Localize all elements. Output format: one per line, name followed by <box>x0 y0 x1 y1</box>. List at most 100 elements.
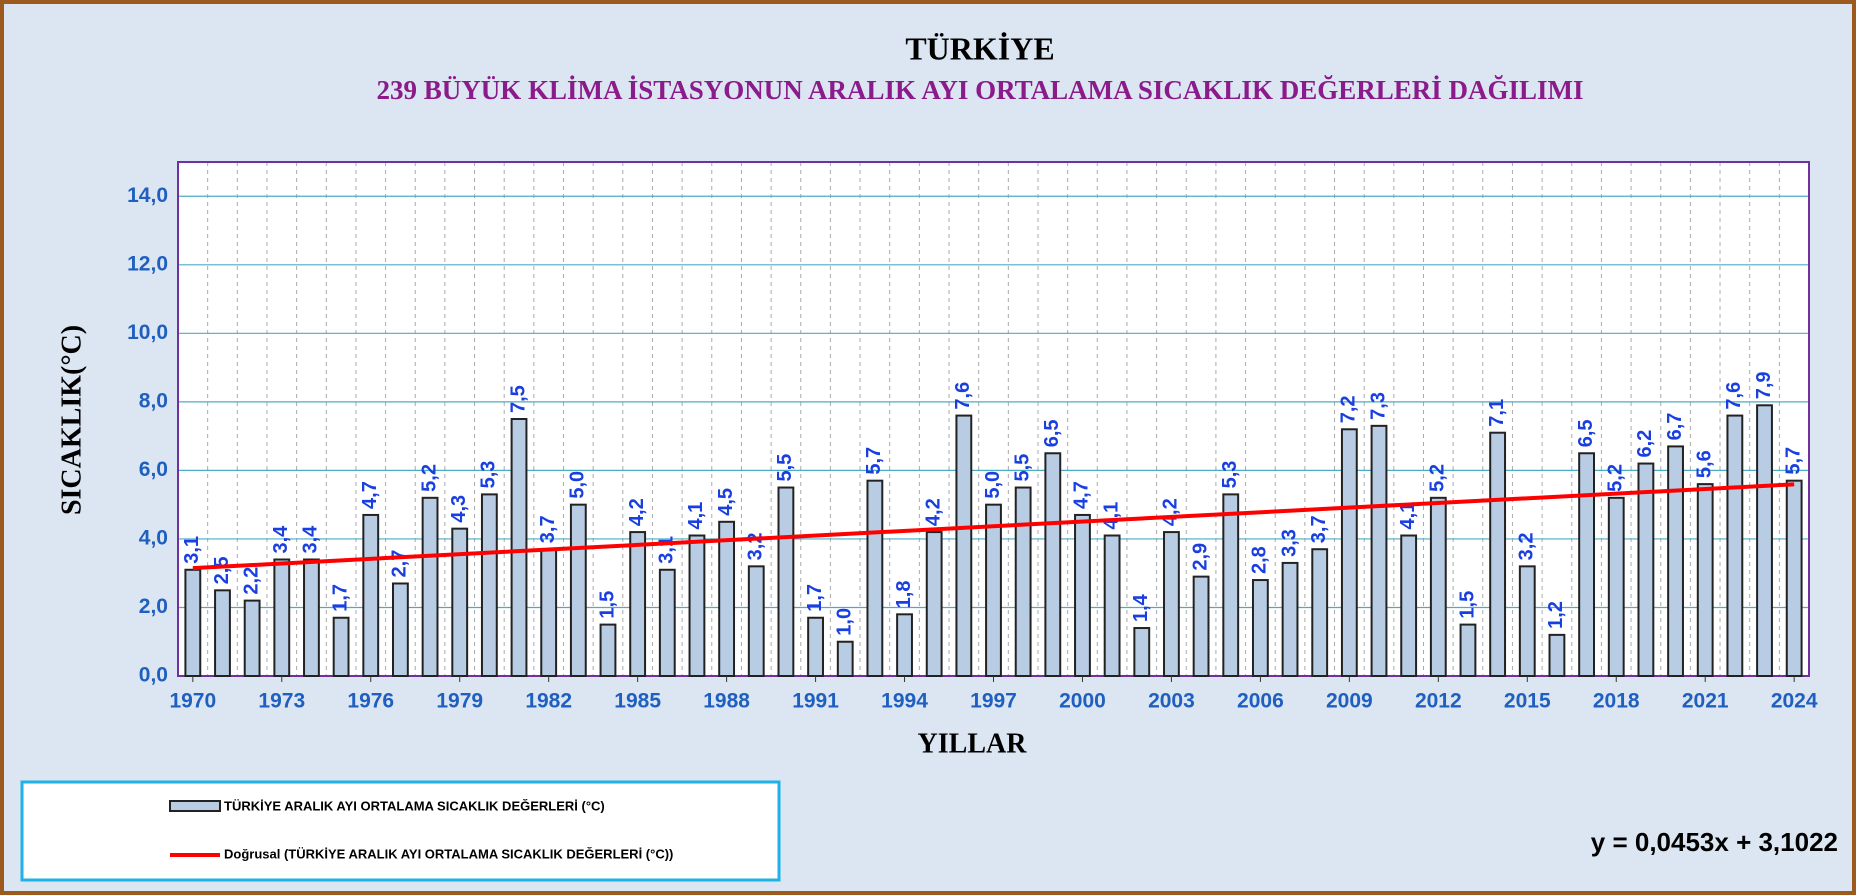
bar <box>1607 496 1625 677</box>
value-label: 5,7 <box>863 447 885 475</box>
bar <box>391 582 409 677</box>
x-tick-label: 2024 <box>1771 690 1818 713</box>
bar <box>718 520 736 677</box>
value-label: 7,3 <box>1367 392 1389 420</box>
value-label: 5,2 <box>418 464 440 492</box>
x-tick-label: 2012 <box>1415 690 1462 713</box>
value-label: 5,2 <box>1427 464 1449 492</box>
x-tick-label: 2021 <box>1682 690 1729 713</box>
value-label: 3,1 <box>656 536 678 564</box>
value-label: 2,7 <box>389 550 411 578</box>
bar <box>1281 561 1299 677</box>
value-label: 2,5 <box>211 557 233 585</box>
bar <box>896 613 913 678</box>
bar <box>1044 452 1062 677</box>
bar <box>569 503 587 677</box>
y-tick-label: 2,0 <box>139 595 168 618</box>
x-tick-label: 2018 <box>1593 690 1640 713</box>
x-tick-label: 2006 <box>1237 690 1284 713</box>
value-label: 2,2 <box>240 567 262 595</box>
x-tick-label: 1979 <box>436 690 483 713</box>
bar <box>777 486 795 677</box>
value-label: 1,0 <box>834 608 856 636</box>
x-tick-label: 1973 <box>258 690 305 713</box>
bar <box>480 493 498 677</box>
bar <box>362 513 380 677</box>
bar <box>629 531 647 678</box>
x-tick-label: 1985 <box>614 690 661 713</box>
bar <box>1548 633 1566 678</box>
value-label: 7,5 <box>507 385 529 413</box>
bar <box>1311 548 1329 677</box>
value-label: 3,3 <box>1278 529 1300 557</box>
bar <box>1489 431 1507 677</box>
bar <box>807 616 824 677</box>
value-label: 1,7 <box>329 584 351 612</box>
value-label: 4,2 <box>1160 498 1182 526</box>
bar <box>836 640 854 678</box>
bar <box>1459 623 1477 677</box>
value-label: 3,2 <box>1516 533 1538 561</box>
value-label: 5,0 <box>982 471 1004 499</box>
bar <box>184 568 202 677</box>
bar <box>1340 428 1358 677</box>
bar <box>1429 496 1447 677</box>
x-tick-label: 1970 <box>169 690 216 713</box>
y-tick-label: 12,0 <box>127 252 168 275</box>
value-label: 4,5 <box>715 488 737 516</box>
bar <box>1251 579 1269 678</box>
chart-title: TÜRKİYE <box>905 30 1054 66</box>
bar <box>214 589 231 677</box>
bar <box>1667 445 1684 677</box>
bar <box>1756 404 1773 677</box>
bar <box>510 418 528 677</box>
bar <box>332 616 350 677</box>
value-label: 6,7 <box>1664 413 1686 441</box>
bar <box>599 623 617 677</box>
value-label: 5,2 <box>1605 464 1627 492</box>
value-label: 4,7 <box>359 481 381 509</box>
y-axis-label: SICAKLIK(°C) <box>56 325 87 515</box>
bar <box>1222 493 1240 677</box>
value-label: 5,3 <box>1219 461 1241 489</box>
value-label: 4,7 <box>1071 481 1093 509</box>
legend-label: TÜRKİYE ARALIK AYI ORTALAMA SICAKLIK DEĞ… <box>224 798 605 813</box>
value-label: 5,0 <box>567 471 589 499</box>
bar <box>1696 483 1714 677</box>
legend-label: Doğrusal (TÜRKİYE ARALIK AYI ORTALAMA SI… <box>224 846 673 861</box>
value-label: 7,1 <box>1486 399 1508 427</box>
bar <box>747 565 765 678</box>
bar <box>1103 534 1121 677</box>
value-label: 7,6 <box>952 382 974 410</box>
bar <box>955 414 973 677</box>
value-label: 1,2 <box>1545 601 1567 629</box>
bar <box>1370 424 1388 677</box>
bar <box>540 548 558 677</box>
value-label: 4,1 <box>1397 502 1419 530</box>
value-label: 3,4 <box>300 525 322 554</box>
x-tick-label: 1994 <box>881 690 928 713</box>
value-label: 1,5 <box>1456 591 1478 619</box>
y-tick-label: 10,0 <box>127 321 168 344</box>
value-label: 4,1 <box>1100 502 1122 530</box>
value-label: 7,2 <box>1338 395 1360 423</box>
value-label: 3,7 <box>1308 515 1330 543</box>
bar <box>303 558 320 678</box>
value-label: 6,2 <box>1634 430 1656 458</box>
x-tick-label: 2015 <box>1504 690 1551 713</box>
x-tick-label: 1991 <box>792 690 839 713</box>
x-tick-label: 1976 <box>347 690 394 713</box>
bar <box>1726 414 1744 677</box>
x-tick-label: 2009 <box>1326 690 1373 713</box>
value-label: 4,2 <box>922 498 944 526</box>
bar <box>273 558 291 678</box>
bar <box>1785 479 1803 677</box>
bar <box>688 534 706 677</box>
legend <box>20 780 781 882</box>
bar <box>1518 565 1536 678</box>
value-label: 7,6 <box>1723 382 1745 410</box>
bar <box>985 503 1002 677</box>
bar <box>1014 486 1032 677</box>
bar <box>1163 531 1180 678</box>
value-label: 1,5 <box>596 591 618 619</box>
